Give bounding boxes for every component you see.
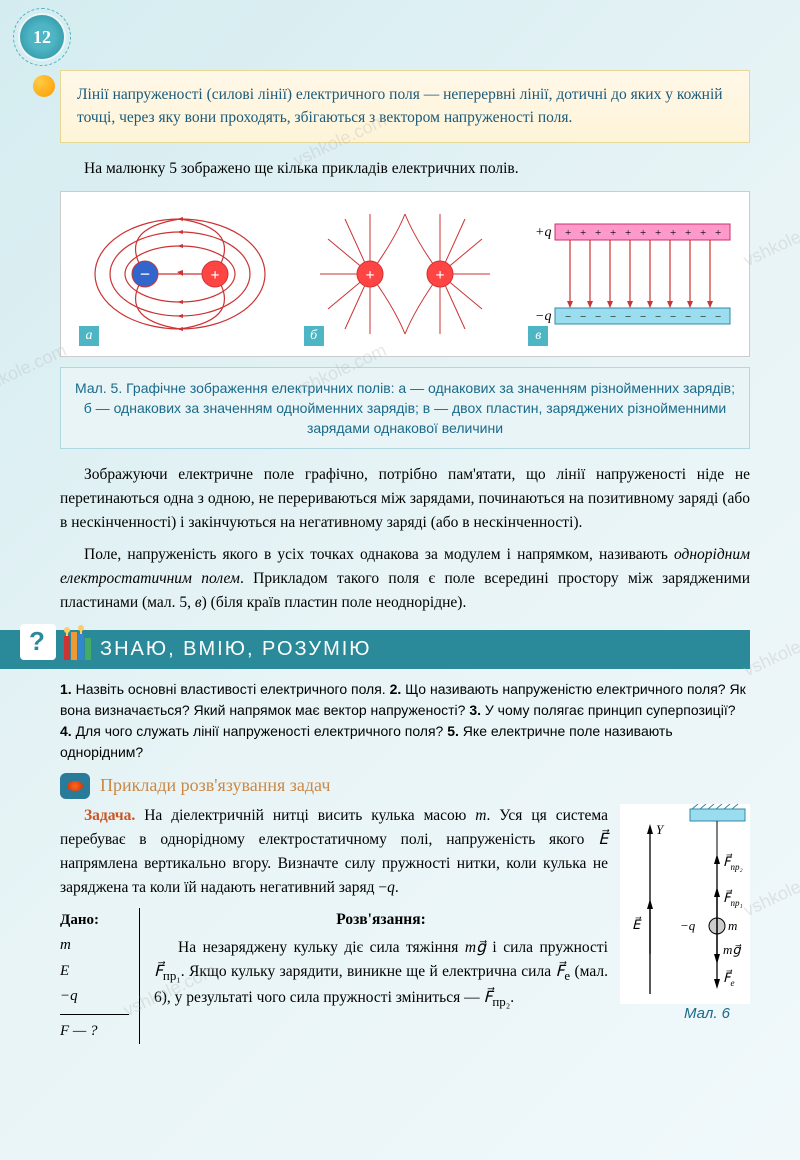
problem-block: Задача. На діелектричній нитці висить ку… [60, 804, 750, 1045]
definition-box: Лінії напруженості (силові лінії) електр… [60, 70, 750, 143]
svg-text:−: − [610, 311, 616, 323]
svg-text:+: + [700, 227, 706, 239]
svg-text:−: − [715, 311, 721, 323]
svg-text:+: + [211, 267, 220, 284]
svg-text:+: + [625, 227, 631, 239]
panel-label-a: а [79, 326, 99, 346]
svg-text:+: + [640, 227, 646, 239]
figure-5-caption: Мал. 5. Графічне зображення електричних … [60, 367, 750, 450]
svg-text:+: + [670, 227, 676, 239]
svg-text:+: + [365, 267, 374, 284]
svg-text:+: + [565, 227, 571, 239]
svg-text:F⃗пр₁: F⃗пр₁ [723, 889, 743, 907]
figure-5-panel-b: + + б [298, 204, 513, 344]
svg-text:+: + [610, 227, 616, 239]
svg-text:+: + [715, 227, 721, 239]
figure-5-panel-a: − + а [73, 204, 288, 344]
svg-text:−q: −q [680, 918, 696, 933]
books-icon [62, 622, 94, 662]
svg-text:E⃗: E⃗ [632, 916, 642, 931]
paragraph-1: Зображуючи електричне поле графічно, пот… [60, 463, 750, 535]
svg-text:−: − [565, 311, 571, 323]
definition-text: Лінії напруженості (силові лінії) електр… [77, 86, 723, 126]
svg-text:−q: −q [535, 309, 551, 324]
section-banner: ЗНАЮ, ВМІЮ, РОЗУМІЮ [0, 630, 750, 669]
panel-label-c: в [528, 326, 548, 346]
figure-6: Y F⃗пр₂ F⃗пр₁ mg⃗ F⃗e E⃗ −q m Мал. 6 [620, 804, 750, 1004]
solution-block: Розв'язання: На незаряджену кульку діє с… [140, 908, 608, 1045]
figure-6-label: Мал. 6 [684, 1005, 730, 1022]
svg-text:−: − [685, 311, 691, 323]
problem-label: Задача. [84, 807, 135, 824]
svg-text:+q: +q [535, 225, 551, 240]
figure-5-panel-c: +++++++++++ −−−−−−−−−−− +q −q в [522, 204, 737, 344]
svg-text:−: − [140, 264, 150, 284]
svg-text:+: + [595, 227, 601, 239]
svg-text:+: + [435, 267, 444, 284]
svg-text:−: − [580, 311, 586, 323]
page-number: 12 [33, 27, 51, 48]
panel-label-b: б [304, 326, 324, 346]
svg-text:m: m [728, 918, 737, 933]
given-block: Дано: m E −q F — ? [60, 908, 140, 1045]
svg-text:−: − [670, 311, 676, 323]
svg-text:−: − [700, 311, 706, 323]
svg-text:−: − [625, 311, 631, 323]
problem-statement: Задача. На діелектричній нитці висить ку… [60, 804, 608, 900]
svg-text:mg⃗: mg⃗ [723, 942, 742, 957]
svg-text:F⃗пр₂: F⃗пр₂ [723, 853, 743, 871]
svg-text:−: − [655, 311, 661, 323]
svg-text:−: − [595, 311, 601, 323]
svg-text:+: + [655, 227, 661, 239]
intro-paragraph: На малюнку 5 зображено ще кілька приклад… [60, 157, 750, 181]
page-number-badge: 12 [20, 15, 64, 59]
figure-5: − + а + + б [60, 191, 750, 357]
section-title: ЗНАЮ, ВМІЮ, РОЗУМІЮ [100, 638, 372, 660]
svg-text:+: + [685, 227, 691, 239]
paragraph-2: Поле, напруженість якого в усіх точках о… [60, 543, 750, 615]
examples-header: Приклади розв'язування задач [100, 775, 750, 796]
svg-text:−: − [640, 311, 646, 323]
svg-text:Y: Y [656, 822, 665, 837]
review-questions: 1. Назвіть основні властивості електричн… [60, 679, 750, 763]
svg-text:F⃗e: F⃗e [723, 969, 734, 987]
svg-text:+: + [580, 227, 586, 239]
